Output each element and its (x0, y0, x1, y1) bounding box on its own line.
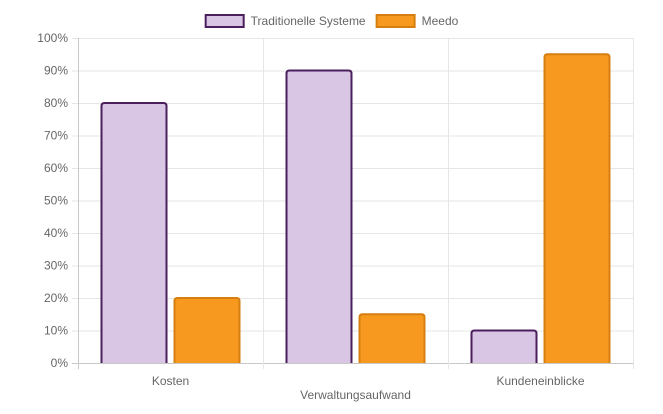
y-tick-label: 60% (44, 161, 68, 175)
y-tick-label: 40% (44, 226, 68, 240)
bar-traditionelle-systeme-verwaltungsaufwand[interactable] (285, 69, 353, 364)
bar-meedo-kosten[interactable] (173, 297, 241, 363)
bar-traditionelle-systeme-kosten[interactable] (100, 102, 168, 363)
y-tick-label: 80% (44, 96, 68, 110)
y-tick-label: 90% (44, 64, 68, 78)
y-tick-label: 10% (44, 324, 68, 338)
x-tick-label: Kundeneinblicke (496, 374, 584, 388)
y-tick-label: 50% (44, 194, 68, 208)
bar-meedo-kundeneinblicke[interactable] (543, 53, 611, 363)
bars (100, 53, 611, 364)
bar-meedo-verwaltungsaufwand[interactable] (358, 313, 426, 363)
legend-label: Traditionelle Systeme (251, 14, 366, 28)
y-tick-label: 30% (44, 259, 68, 273)
y-tick-label: 70% (44, 129, 68, 143)
y-tick-label: 100% (37, 31, 68, 45)
legend-label: Meedo (422, 14, 459, 28)
legend-item-traditionelle-systeme[interactable]: Traditionelle Systeme (204, 14, 366, 28)
bar-traditionelle-systeme-kundeneinblicke[interactable] (470, 329, 538, 364)
y-tick-label: 0% (51, 356, 69, 370)
legend-swatch (204, 14, 245, 28)
legend[interactable]: Traditionelle Systeme Meedo (204, 14, 459, 28)
axis-labels: 0% 10% 20% 30% 40% 50% 60% 70% 80% 90% 100% Kosten V… (37, 31, 585, 402)
legend-swatch (375, 14, 416, 28)
legend-item-meedo[interactable]: Meedo (375, 14, 459, 28)
x-tick-label: Kosten (152, 374, 189, 388)
x-tick-label: Verwaltungsaufwand (300, 388, 411, 402)
y-tick-label: 20% (44, 291, 68, 305)
